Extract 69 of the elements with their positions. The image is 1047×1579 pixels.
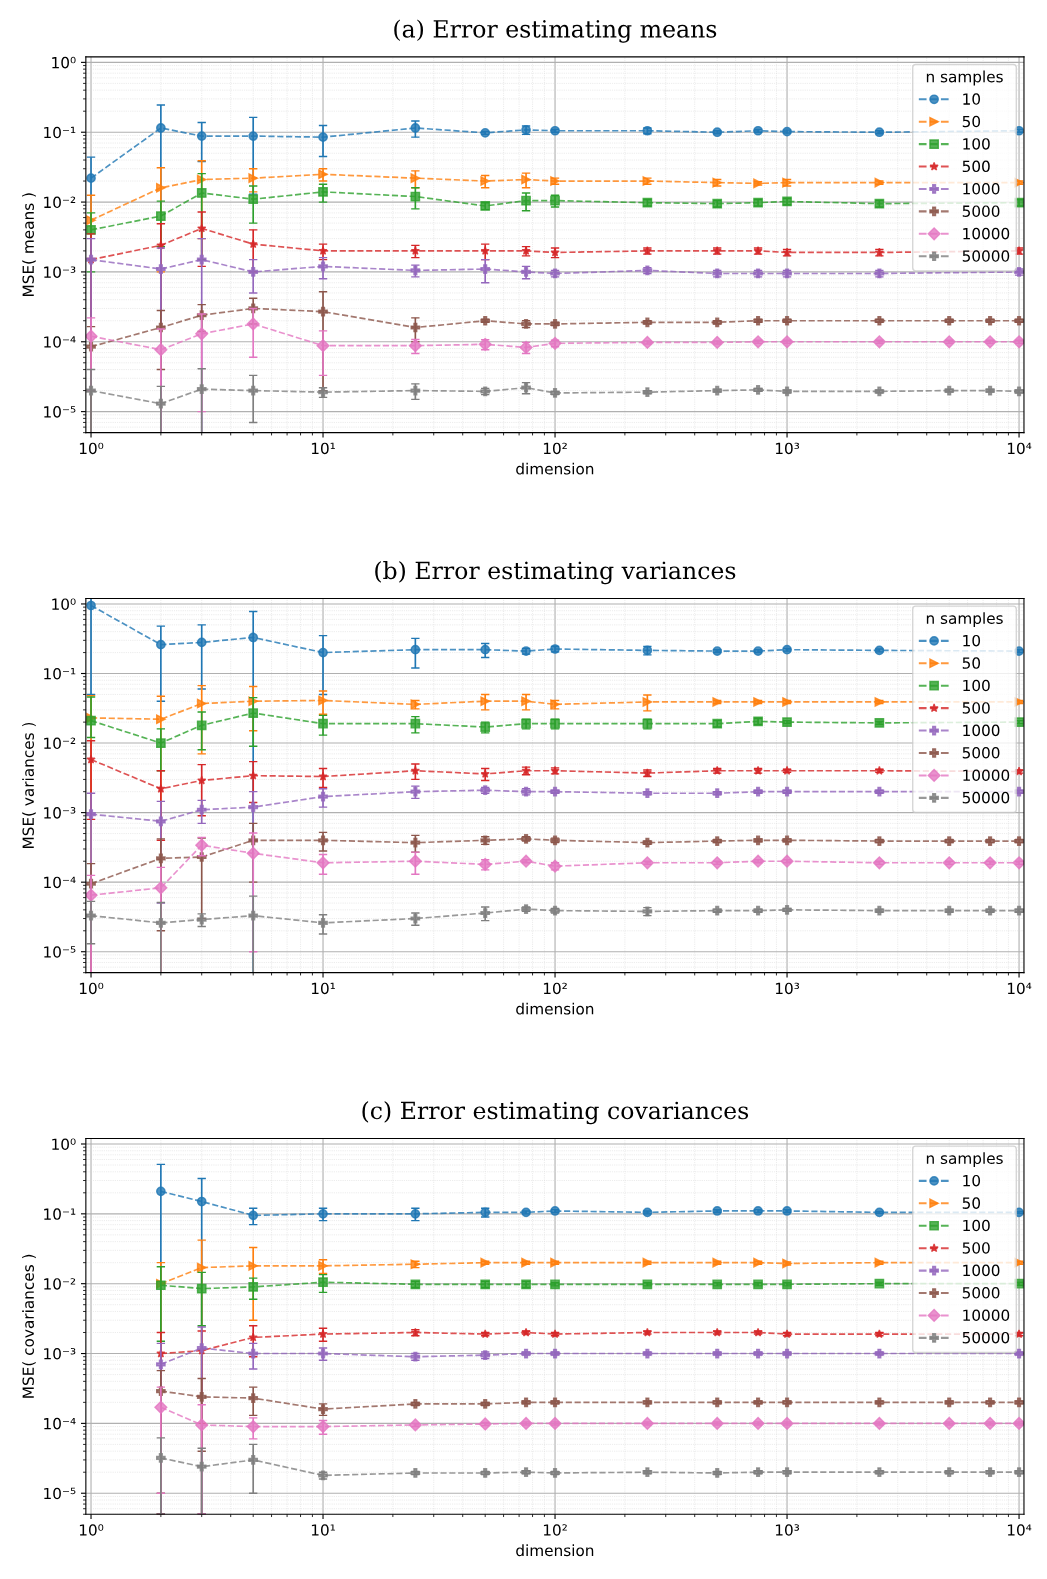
legend-label: 10000: [963, 1309, 1010, 1322]
y-tick-label: 10⁻²: [44, 196, 76, 209]
legend-label: 10: [963, 93, 981, 105]
legend-title: n samples: [926, 70, 1003, 86]
legend-label: 50: [962, 1197, 981, 1209]
y-tick-label: 10⁻⁵: [44, 1487, 76, 1500]
y-tick-label: 10⁻¹: [44, 667, 76, 680]
chart-title: (a) Error estimating means: [394, 19, 717, 43]
x-tick-label: 10⁴: [1007, 982, 1032, 995]
x-tick-label: 10²: [543, 1524, 567, 1536]
legend-title: n samples: [926, 1152, 1003, 1167]
x-tick-label: 10¹: [311, 1524, 335, 1536]
legend-label: 10: [963, 1174, 981, 1187]
y-tick-label: 10⁰: [52, 56, 76, 69]
legend-label: 5000: [962, 205, 1000, 217]
y-axis-title: MSE( covariances ): [22, 1254, 36, 1398]
legend-label: 50000: [962, 250, 1010, 262]
y-tick-label: 10⁻⁴: [44, 876, 76, 889]
x-tick-label: 10²: [543, 442, 567, 455]
chart-title: (c) Error estimating covariances: [362, 1101, 749, 1125]
legend-label: 100: [963, 138, 990, 150]
legend-label: 1000: [963, 724, 1000, 737]
y-tick-label: 10⁻⁴: [44, 1417, 76, 1430]
legend-label: 50000: [962, 791, 1010, 804]
x-axis-title: dimension: [516, 1002, 594, 1015]
y-tick-label: 10⁻²: [44, 737, 76, 750]
y-tick-label: 10⁻¹: [44, 126, 76, 139]
legend-label: 10: [963, 634, 981, 647]
legend-label: 10000: [963, 227, 1010, 240]
y-tick-label: 10⁻³: [44, 807, 76, 819]
x-tick-label: 10⁴: [1007, 442, 1032, 455]
legend-label: 500: [962, 1242, 990, 1254]
x-tick-label: 10¹: [311, 982, 335, 995]
legend-title: n samples: [926, 612, 1003, 627]
y-tick-label: 10⁻³: [44, 266, 76, 278]
chart-title: (b) Error estimating variances: [375, 561, 736, 585]
y-tick-label: 10⁻¹: [44, 1208, 76, 1220]
y-tick-label: 10⁻⁵: [44, 406, 76, 418]
legend-label: 50: [962, 115, 981, 128]
y-axis-title: MSE( variances ): [22, 722, 36, 848]
x-tick-label: 10⁴: [1007, 1524, 1032, 1536]
legend-label: 10000: [963, 769, 1010, 781]
y-tick-label: 10⁻⁴: [44, 336, 76, 348]
y-axis-title: MSE( means ): [22, 193, 36, 296]
x-tick-label: 10⁰: [79, 442, 104, 455]
legend-label: 500: [962, 702, 990, 714]
y-tick-label: 10⁻³: [44, 1348, 76, 1360]
legend-label: 100: [963, 1219, 990, 1232]
legend-label: 500: [962, 160, 990, 173]
x-tick-label: 10²: [543, 982, 567, 995]
legend-label: 50000: [962, 1331, 1010, 1344]
legend-label: 50: [962, 657, 981, 669]
y-tick-label: 10⁻²: [44, 1278, 76, 1290]
x-tick-label: 10³: [775, 442, 800, 455]
y-tick-label: 10⁰: [52, 1138, 76, 1151]
x-tick-label: 10¹: [311, 442, 335, 455]
y-tick-label: 10⁻⁵: [44, 946, 76, 958]
legend-label: 1000: [963, 1264, 1000, 1277]
legend-label: 5000: [962, 747, 1000, 759]
x-tick-label: 10³: [775, 1524, 800, 1536]
y-tick-label: 10⁰: [52, 598, 76, 610]
x-axis-title: dimension: [516, 462, 594, 475]
x-tick-label: 10⁰: [79, 982, 104, 995]
legend-label: 1000: [963, 182, 1000, 195]
x-tick-label: 10⁰: [79, 1524, 104, 1536]
legend-label: 100: [963, 679, 990, 692]
legend-label: 5000: [962, 1287, 1000, 1299]
x-tick-label: 10³: [775, 982, 800, 995]
x-axis-title: dimension: [516, 1544, 594, 1557]
